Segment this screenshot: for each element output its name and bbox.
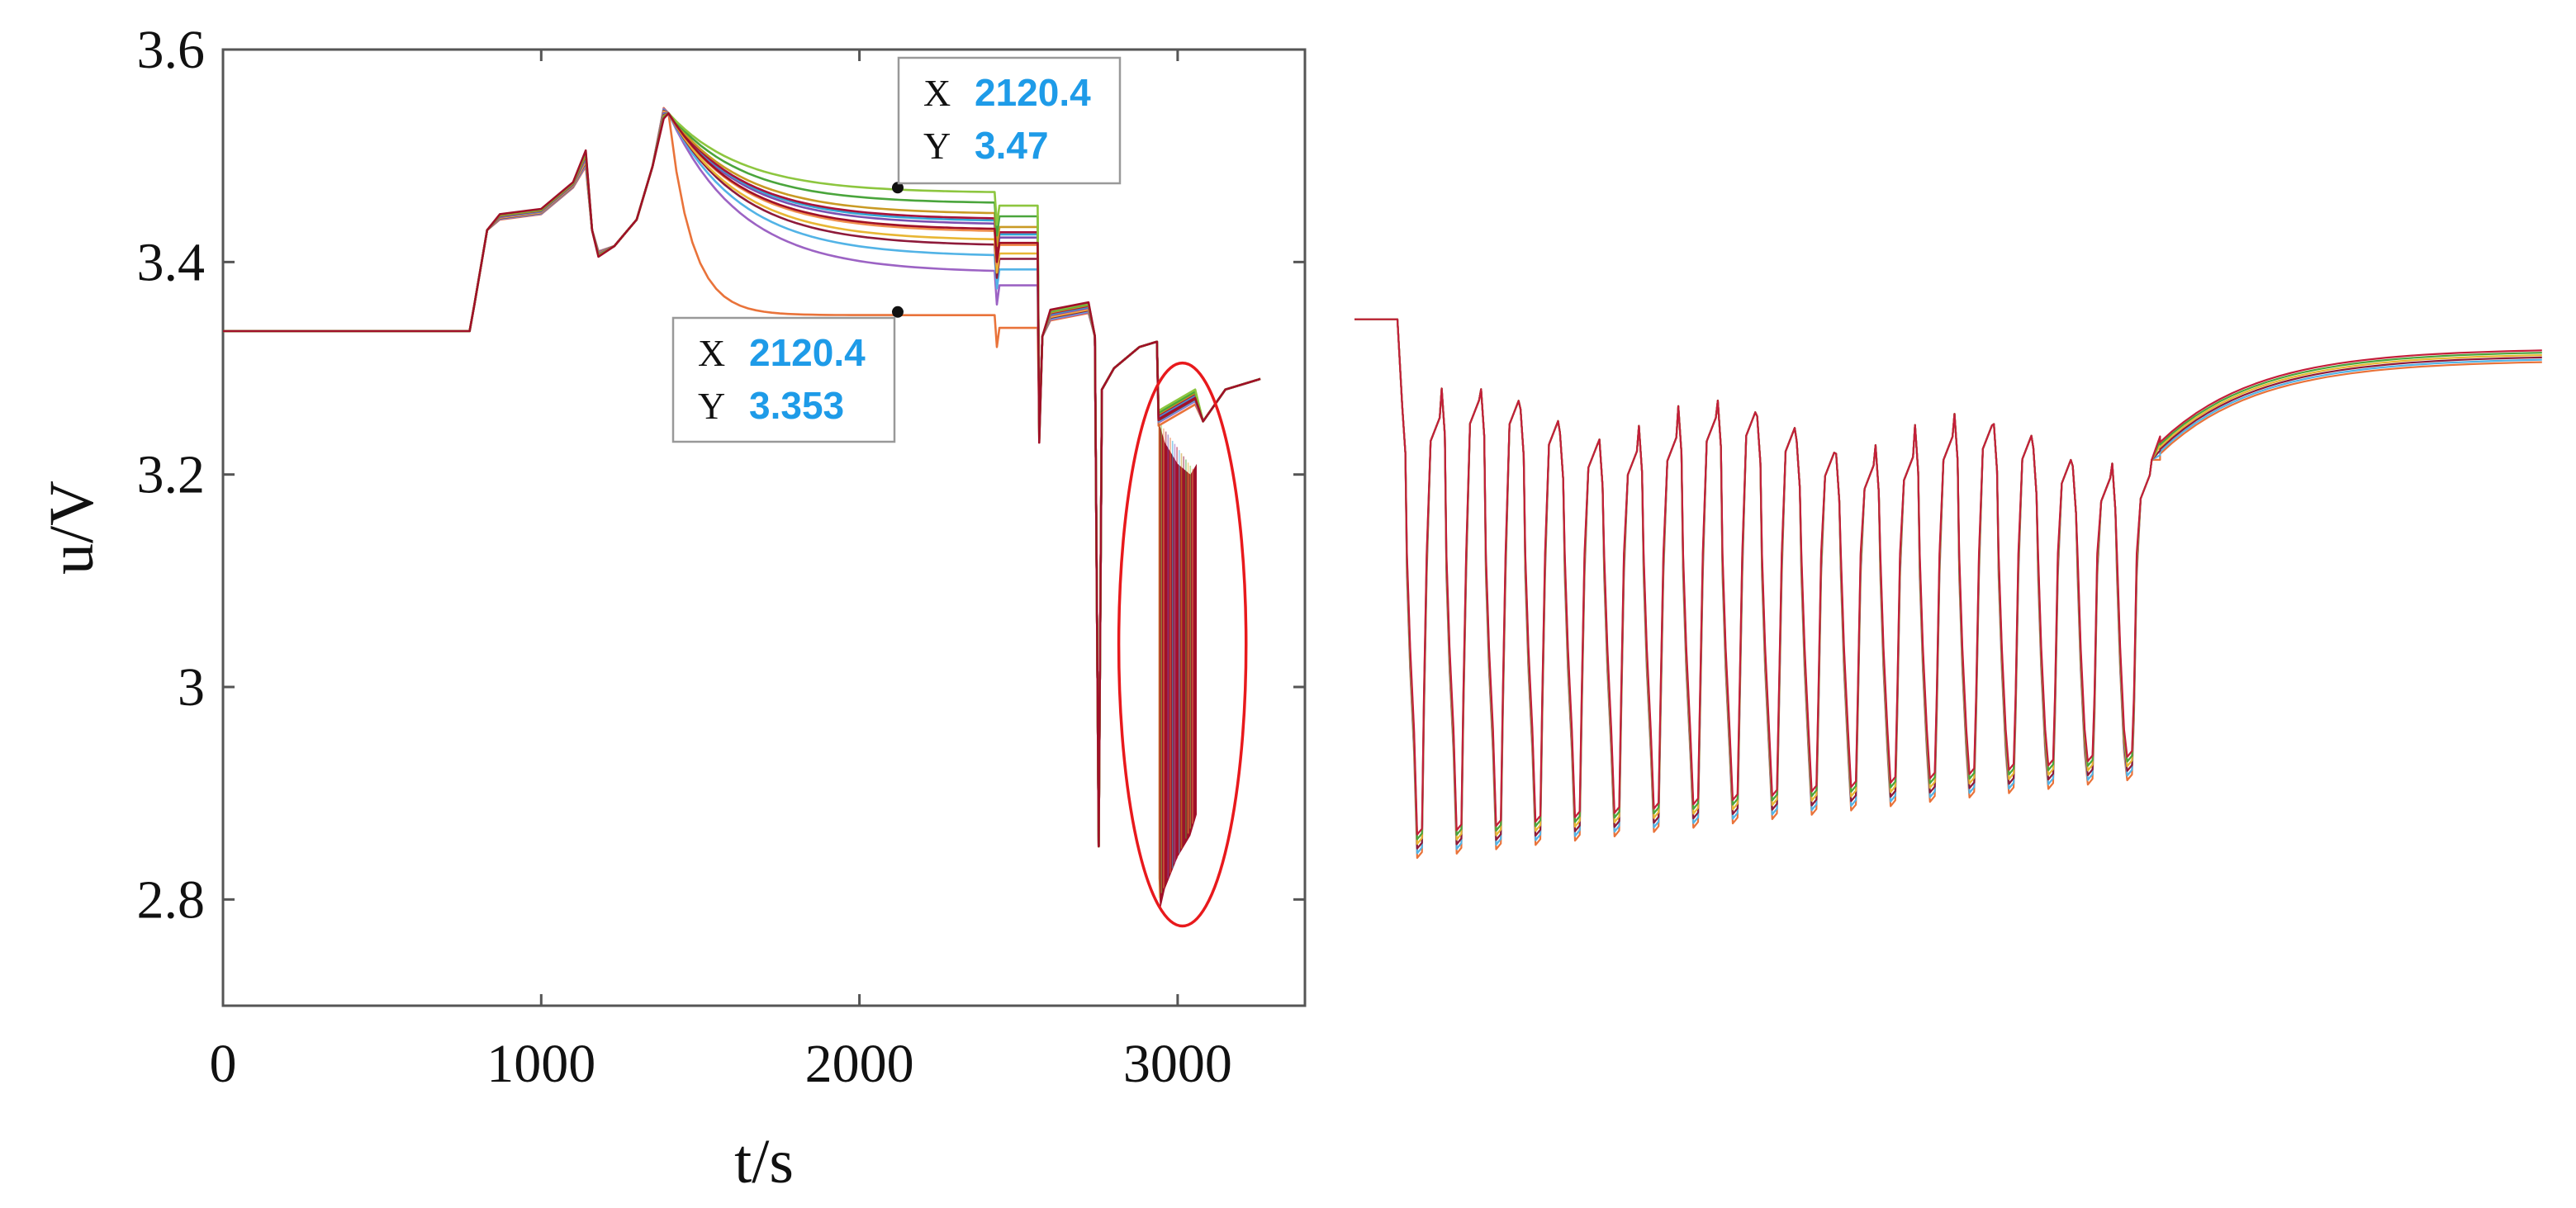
- y-tick-label: 3.4: [137, 232, 206, 292]
- datatip-x-key: X: [923, 72, 951, 114]
- series-line-cell-09: [223, 111, 1261, 848]
- plot-frame: [221, 48, 1307, 1007]
- x-tick-label: 2000: [805, 1034, 914, 1094]
- datatip-marker: [891, 306, 904, 318]
- datatip-box: [671, 316, 896, 443]
- datatip-y-value: 3.353: [749, 384, 844, 427]
- datatip-box: [897, 56, 1122, 185]
- dense-pulse-region: [1158, 421, 1197, 911]
- series-line-cell-05: [223, 110, 1261, 848]
- datatip-x-value: 2120.4: [749, 331, 866, 374]
- series-line-cell-10: [223, 111, 1261, 848]
- highlight-ellipse: [1117, 361, 1248, 928]
- datatip-x-value: 2120.4: [975, 71, 1091, 114]
- series-line-cell-12: [223, 111, 1261, 848]
- datatip-y-value: 3.47: [975, 124, 1049, 167]
- x-axis-label: t/s: [734, 1127, 794, 1196]
- datatip-marker: [891, 182, 904, 194]
- datatip-y-key: Y: [698, 385, 725, 427]
- y-axis-ticks: 2.8 3 3.2 3.4 3.6: [137, 20, 1305, 930]
- y-tick-label: 2.8: [137, 869, 206, 930]
- y-tick-label: 3.2: [137, 445, 206, 505]
- series-line-cell-01: [223, 107, 1261, 848]
- x-tick-label: 3000: [1123, 1034, 1232, 1094]
- x-axis-ticks: 0 1000 2000 3000: [210, 50, 1232, 1094]
- series-line-cell-07: [223, 111, 1261, 848]
- series-line-cell-04: [223, 109, 1261, 848]
- series-line-cell-02: [223, 107, 1261, 848]
- y-tick-label: 3.6: [137, 20, 206, 80]
- series-line-cell-08: [223, 111, 1261, 848]
- series-lines: [223, 107, 1261, 848]
- datatip-lower[interactable]: X 2120.4 Y 3.353: [671, 306, 904, 443]
- voltage-chart: 0 1000 2000 3000 2.8 3 3.2 3.4 3.6 t/s u/V X 21…: [37, 20, 1307, 1196]
- series-line-cell-13: [223, 111, 1261, 848]
- zoomed-pulse-chart: [1354, 318, 2542, 860]
- y-tick-label: 3: [178, 657, 205, 718]
- series-line-cell-11: [223, 111, 1261, 848]
- zoom-series-line: [1354, 318, 2542, 836]
- x-tick-label: 1000: [486, 1034, 595, 1094]
- series-line-cell-03: [223, 108, 1261, 848]
- series-line-cell-06: [223, 111, 1261, 848]
- datatip-upper[interactable]: X 2120.4 Y 3.47: [891, 56, 1122, 194]
- y-axis-label: u/V: [37, 481, 107, 575]
- datatip-x-key: X: [698, 332, 725, 374]
- datatip-y-key: Y: [923, 125, 951, 167]
- x-tick-label: 0: [210, 1034, 237, 1094]
